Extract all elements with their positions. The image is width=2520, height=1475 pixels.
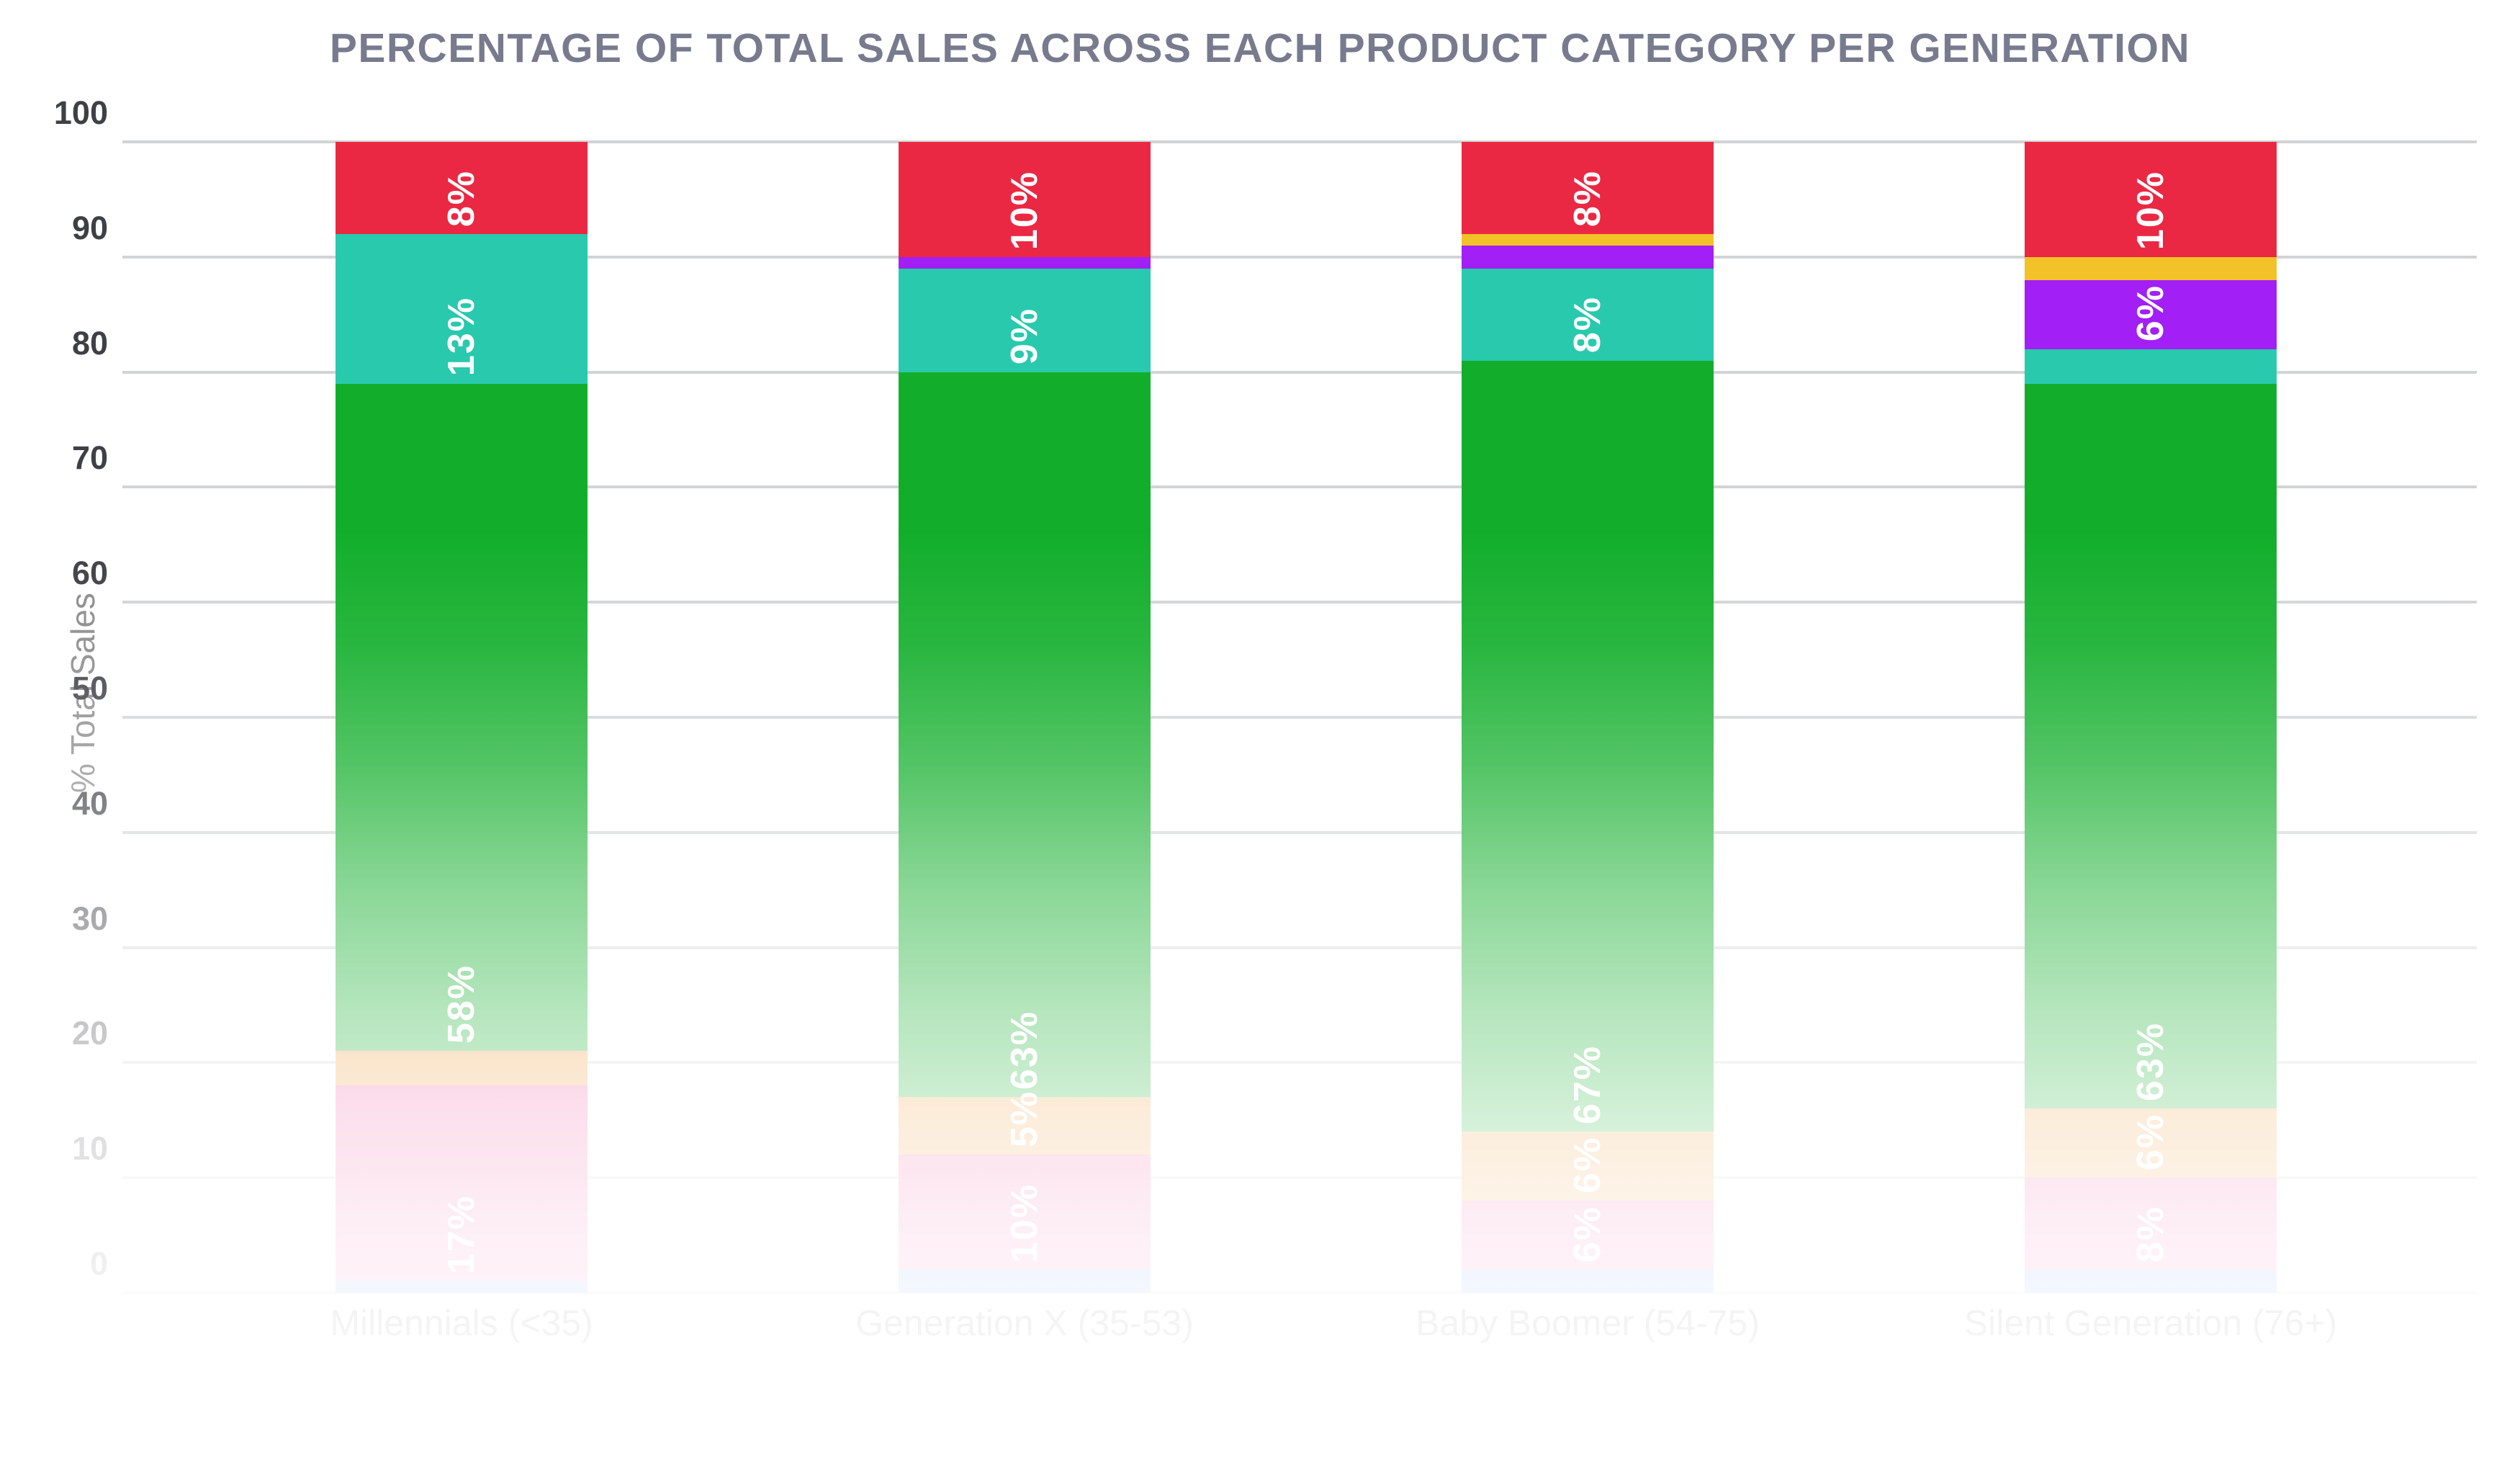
blue-segment[interactable] — [336, 1281, 588, 1293]
y-tick-label-100: 100 — [53, 94, 108, 131]
y-tick-label-80: 80 — [71, 324, 108, 362]
bar-column-4: 10% 6% 63% 6% 8% — [2025, 142, 2277, 1293]
segment-value-label: 10% — [1004, 170, 1045, 250]
bar-column-2: 10% 9% 63% 5% 10% — [899, 142, 1151, 1293]
orange-segment[interactable]: 6% — [1462, 1131, 1714, 1201]
segment-value-label: 67% — [1567, 1045, 1608, 1125]
green-segment[interactable]: 63% — [2025, 383, 2277, 1109]
segment-value-label: 6% — [2130, 1113, 2172, 1171]
segment-value-label: 6% — [2130, 284, 2172, 342]
pink-segment[interactable]: 8% — [2025, 1178, 2277, 1270]
y-tick-label-70: 70 — [71, 439, 108, 477]
purple-segment[interactable]: 6% — [2025, 279, 2277, 349]
y-tick-label-0: 0 — [89, 1245, 108, 1282]
segment-value-label: 6% — [1567, 1136, 1608, 1194]
y-tick-label-20: 20 — [71, 1015, 108, 1052]
purple-segment[interactable] — [1462, 245, 1714, 269]
segment-value-label: 63% — [1004, 1010, 1045, 1090]
pink-segment[interactable]: 6% — [1462, 1201, 1714, 1270]
segment-value-label: 8% — [1567, 296, 1608, 354]
orange-segment[interactable]: 6% — [2025, 1108, 2277, 1178]
red-segment[interactable]: 10% — [2025, 142, 2277, 257]
y-tick-label-30: 30 — [71, 900, 108, 937]
blue-segment[interactable] — [2025, 1270, 2277, 1293]
gold-segment[interactable] — [1462, 233, 1714, 246]
pink-segment[interactable]: 10% — [899, 1155, 1151, 1270]
red-segment[interactable]: 8% — [336, 142, 588, 234]
segment-value-label: 63% — [2130, 1022, 2172, 1102]
teal-segment[interactable]: 9% — [899, 268, 1151, 372]
plot-area: 8% 13% 58% 17% 10% 9% 63% 5% 10% 8% 8% 67% 6% 6% 10% 6%… — [122, 140, 2477, 1294]
teal-segment[interactable]: 13% — [336, 233, 588, 384]
segment-value-label: 17% — [441, 1194, 482, 1275]
chart-title: PERCENTAGE OF TOTAL SALES ACROSS EACH PR… — [329, 25, 2191, 71]
segment-value-label: 13% — [441, 297, 482, 377]
orange-segment[interactable]: 5% — [899, 1090, 1151, 1155]
purple-segment[interactable] — [899, 256, 1151, 269]
y-tick-label-60: 60 — [71, 555, 108, 592]
red-segment[interactable]: 10% — [899, 142, 1151, 257]
segment-value-label: 5% — [1004, 1090, 1045, 1148]
y-tick-label-40: 40 — [71, 784, 108, 822]
green-segment[interactable]: 63% — [899, 372, 1151, 1098]
blue-segment[interactable] — [1462, 1270, 1714, 1293]
y-tick-label-10: 10 — [71, 1130, 108, 1167]
x-axis-label-4: Silent Generation (76+) — [1963, 1303, 2338, 1343]
blue-segment[interactable] — [899, 1270, 1151, 1293]
segment-value-label: 8% — [1567, 169, 1608, 227]
segment-value-label: 58% — [441, 964, 482, 1044]
bar-column-1: 8% 13% 58% 17% — [336, 142, 588, 1293]
orange-segment[interactable] — [336, 1051, 588, 1086]
pink-segment[interactable]: 17% — [336, 1085, 588, 1282]
segment-value-label: 10% — [1004, 1183, 1045, 1263]
y-tick-label-90: 90 — [71, 209, 108, 246]
segment-value-label: 9% — [1004, 308, 1045, 365]
red-segment[interactable]: 8% — [1462, 142, 1714, 234]
y-tick-label-50: 50 — [71, 670, 108, 707]
bar-column-3: 8% 8% 67% 6% 6% — [1462, 142, 1714, 1293]
gold-segment[interactable] — [2025, 256, 2277, 280]
green-segment[interactable]: 58% — [336, 383, 588, 1052]
teal-segment[interactable] — [2025, 349, 2277, 384]
segment-value-label: 8% — [2130, 1205, 2172, 1263]
segment-value-label: 6% — [1567, 1205, 1608, 1263]
segment-value-label: 10% — [2130, 170, 2172, 250]
segment-value-label: 8% — [441, 169, 482, 227]
teal-segment[interactable]: 8% — [1462, 268, 1714, 361]
green-segment[interactable]: 67% — [1462, 360, 1714, 1132]
